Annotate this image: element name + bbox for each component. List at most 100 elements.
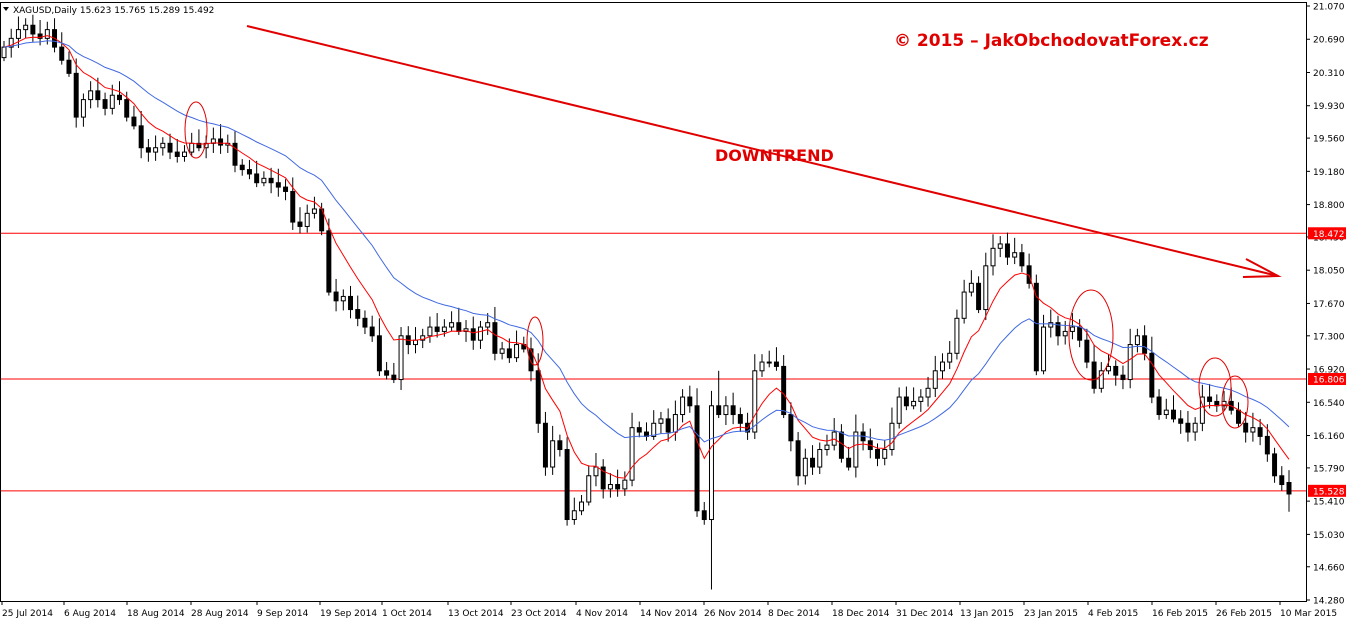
candle-body	[369, 326, 375, 337]
candle	[66, 51, 72, 77]
candle-body	[44, 29, 50, 39]
candle-body	[1041, 326, 1047, 372]
candle-body	[506, 348, 512, 359]
candle-body	[961, 291, 967, 319]
candle-body	[795, 440, 801, 477]
highlight-ellipse	[1221, 375, 1249, 429]
candle	[903, 386, 909, 411]
candle	[485, 313, 491, 335]
candle-body	[268, 177, 274, 184]
candle	[311, 196, 317, 219]
candle	[1113, 360, 1119, 386]
candle-body	[376, 335, 382, 372]
candle-body	[1171, 409, 1176, 420]
candle	[131, 105, 137, 130]
candle	[875, 443, 880, 467]
candle	[730, 392, 736, 425]
candle-body	[1, 46, 7, 59]
y-tick-label: 21.070	[1313, 3, 1345, 13]
level-tag-bg	[1308, 484, 1346, 497]
candle-body	[153, 147, 159, 153]
candle-body	[456, 322, 462, 332]
candle-body	[1264, 435, 1270, 455]
highlight-ellipse	[526, 316, 544, 366]
candle-body	[802, 457, 808, 477]
candle-body	[579, 501, 585, 512]
candle	[817, 442, 823, 475]
candle	[976, 276, 982, 314]
candle	[759, 354, 765, 377]
x-tick-label: 25 Jul 2014	[2, 609, 53, 618]
candle-body	[1286, 482, 1292, 495]
candle	[232, 131, 238, 173]
candle-body	[1149, 352, 1155, 398]
candle	[954, 309, 960, 360]
candle-body	[672, 414, 678, 433]
x-tick-label: 6 Aug 2014	[64, 609, 116, 618]
candle-body	[1055, 322, 1061, 337]
candles	[1, 14, 1292, 590]
y-tick-label: 17.300	[1313, 332, 1345, 342]
candle-body	[694, 405, 700, 512]
candle	[947, 341, 953, 370]
candle	[1, 40, 7, 62]
candle	[882, 439, 888, 466]
candle	[622, 471, 628, 496]
candle-body	[954, 317, 960, 354]
candle	[1062, 320, 1068, 345]
support-resistance-levels	[1, 232, 1306, 492]
symbol-line: XAGUSD,Daily 15.623 15.765 15.289 15.492	[13, 6, 214, 16]
candle	[138, 110, 144, 159]
x-tick-label: 8 Dec 2014	[768, 609, 820, 618]
candle	[1091, 344, 1097, 394]
candle	[254, 160, 260, 188]
candle	[355, 295, 361, 327]
candle-body	[441, 326, 447, 332]
candle-body	[449, 322, 455, 328]
candle-body	[1077, 326, 1083, 341]
x-tick-label: 13 Jan 2015	[960, 609, 1014, 618]
candle	[1041, 314, 1047, 375]
candle	[1279, 466, 1285, 491]
candle-body	[1012, 252, 1018, 258]
candle-body	[542, 422, 548, 468]
candle-body	[102, 99, 108, 109]
candle-body	[1048, 322, 1054, 328]
candle-body	[297, 221, 303, 227]
candle-body	[1019, 252, 1025, 267]
candle-body	[846, 457, 852, 468]
candle	[362, 310, 368, 335]
candle-body	[1106, 365, 1112, 372]
y-tick-label: 15.790	[1313, 464, 1345, 474]
candle	[196, 129, 202, 152]
x-tick-label: 4 Nov 2014	[576, 609, 628, 618]
candle-body	[427, 326, 433, 337]
candle-body	[997, 243, 1003, 249]
candle-body	[340, 295, 346, 302]
x-tick-label: 26 Nov 2014	[704, 609, 762, 618]
candle-body	[889, 422, 895, 451]
chevron-down-icon[interactable]	[3, 7, 9, 11]
candle	[1199, 384, 1205, 432]
candle	[189, 132, 195, 157]
x-tick-label: 23 Oct 2014	[511, 609, 567, 618]
candle-body	[810, 457, 816, 468]
highlight-ellipse	[184, 101, 208, 159]
candle	[1272, 447, 1278, 483]
candle-body	[1279, 475, 1285, 486]
candle-body	[752, 370, 758, 433]
candle-body	[1134, 335, 1140, 346]
candle	[644, 422, 649, 441]
candle	[824, 434, 830, 456]
candle-body	[593, 466, 599, 477]
candle-body	[463, 328, 469, 332]
copyright-text: © 2015 – JakObchodovatForex.cz	[894, 31, 1209, 51]
candle-body	[145, 147, 151, 153]
candle-body	[651, 422, 657, 437]
candle	[73, 58, 79, 128]
candle-body	[239, 164, 245, 171]
candle-body	[492, 322, 498, 354]
candle	[918, 389, 924, 412]
candle	[665, 408, 671, 442]
x-tick-label: 10 Mar 2015	[1280, 609, 1337, 618]
